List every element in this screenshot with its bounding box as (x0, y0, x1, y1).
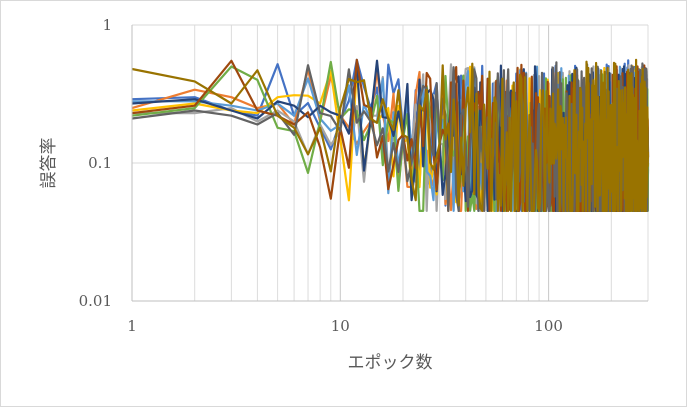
x-axis-title: エポック数 (348, 353, 433, 373)
y-axis-title: 誤答率 (39, 138, 59, 189)
series-lines (131, 58, 650, 212)
y-tick-label: 0.1 (88, 154, 112, 172)
series-line-10 (131, 58, 650, 212)
x-tick-label: 10 (331, 317, 350, 335)
axes (131, 25, 648, 302)
y-tick-label: 0.01 (79, 292, 112, 310)
x-tick-label: 100 (534, 317, 563, 335)
y-tick-label: 1 (102, 16, 112, 34)
tick-labels: 1 10 100 0.01 0.1 1 (79, 16, 563, 335)
x-tick-label: 1 (127, 317, 137, 335)
